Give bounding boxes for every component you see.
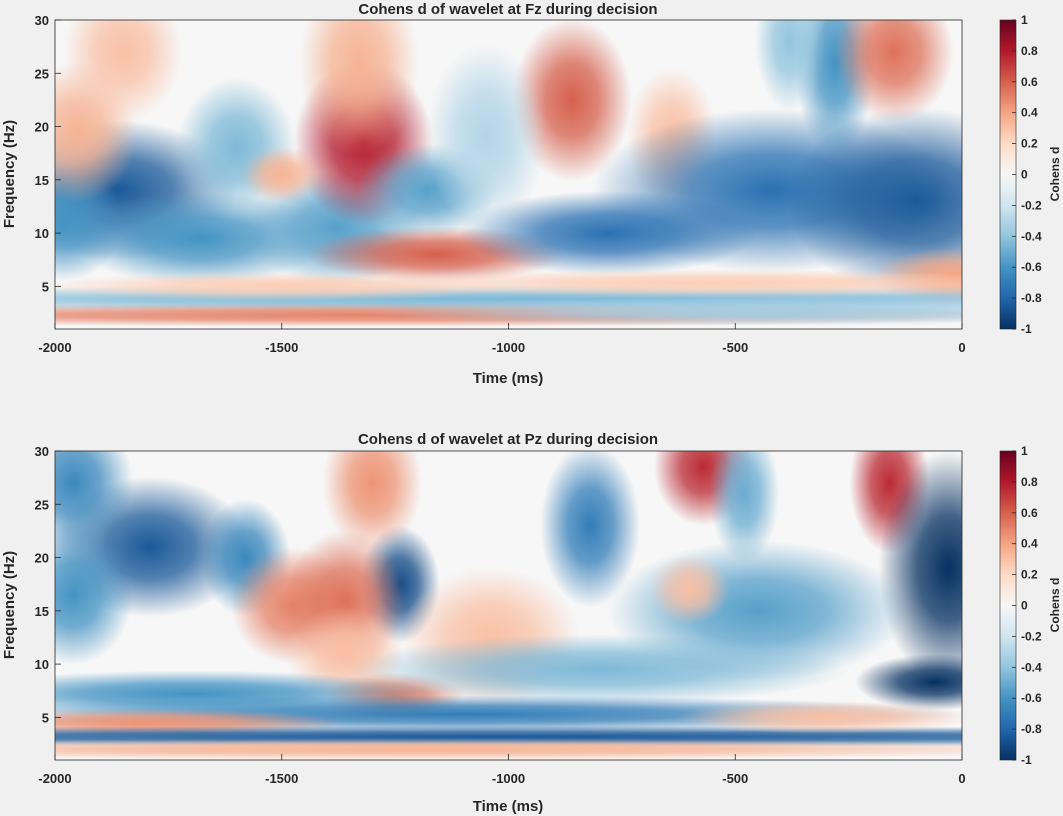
colorbar-tick-label: 0.2: [1021, 137, 1038, 151]
y-tick-label: 25: [35, 497, 49, 512]
heatmap-blob: [754, 20, 825, 112]
colorbar-tick-label: -0.8: [1021, 291, 1042, 305]
heatmap-blob: [55, 738, 962, 760]
y-tick-label: 10: [35, 226, 49, 241]
y-axis: 5 10 15 20 25 30: [35, 444, 61, 725]
x-tick-label: -1000: [492, 340, 525, 355]
heatmap-blob: [241, 146, 322, 203]
heatmap-blob: [55, 272, 532, 301]
colorbar-tick-label: -0.6: [1021, 260, 1042, 274]
colorbar-tick-label: 0: [1021, 599, 1028, 613]
colorbar-tick-label: -0.8: [1021, 722, 1042, 736]
heatmap-panel-fz: Cohens d of wavelet at Fz during decisio…: [1, 1, 1062, 387]
y-tick-label: 30: [35, 444, 49, 459]
x-axis: -2000 -1500 -1000 -500 0: [38, 323, 966, 355]
colorbar-ticks: -1 -0.8 -0.6 -0.4 -0.2 0 0.2 0.4 0.6 0.8 1: [1012, 444, 1042, 767]
x-tick-label: -1500: [265, 771, 298, 786]
colorbar-tick-label: -0.2: [1021, 629, 1042, 643]
x-axis: -2000 -1500 -1000 -500 0: [38, 754, 966, 786]
y-tick-label: 20: [35, 120, 49, 135]
heatmap-blob: [709, 451, 780, 564]
colorbar-tick-label: 0.8: [1021, 44, 1038, 58]
y-axis-label: Frequency (Hz): [1, 120, 18, 228]
y-tick-label: 25: [35, 66, 49, 81]
colorbar-tick-label: -1: [1021, 753, 1032, 767]
y-tick-label: 15: [35, 173, 49, 188]
colorbar-tick-label: 0.4: [1021, 537, 1038, 551]
y-tick-label: 20: [35, 551, 49, 566]
x-tick-label: -1000: [492, 771, 525, 786]
heatmap-blob: [55, 670, 441, 718]
heatmap-blob: [878, 451, 962, 686]
colorbar-tick-label: 0.2: [1021, 568, 1038, 582]
heatmap-blob: [676, 700, 962, 734]
chart-title: Cohens d of wavelet at Fz during decisio…: [358, 1, 657, 18]
y-tick-label: 5: [42, 279, 49, 294]
heatmap-plot-area: [55, 451, 962, 760]
x-tick-label: -500: [722, 771, 748, 786]
colorbar-tick-label: -0.4: [1021, 229, 1042, 243]
colorbar-tick-label: 1: [1021, 444, 1028, 458]
y-tick-label: 15: [35, 604, 49, 619]
x-tick-label: 0: [958, 340, 965, 355]
heatmap-blob: [63, 20, 183, 123]
x-axis-label: Time (ms): [473, 370, 544, 387]
y-tick-label: 30: [35, 13, 49, 28]
heatmap-plot-area: [55, 20, 962, 329]
colorbar-tick-label: -1: [1021, 322, 1032, 336]
colorbar-tick-label: 0: [1021, 168, 1028, 182]
x-tick-label: 0: [958, 771, 965, 786]
chart-title: Cohens d of wavelet at Pz during decisio…: [358, 431, 658, 448]
heatmap-blob: [55, 524, 133, 666]
heatmap-blob: [854, 654, 962, 711]
heatmap-panel-pz: Cohens d of wavelet at Pz during decisio…: [1, 431, 1062, 815]
heatmap-blob: [55, 451, 133, 554]
heatmap-blob: [299, 20, 419, 157]
y-tick-label: 5: [42, 710, 49, 725]
y-axis: 5 10 15 20 25 30: [35, 13, 61, 294]
colorbar-tick-label: 0.4: [1021, 106, 1038, 120]
heatmap-blob: [358, 297, 962, 327]
colorbar-tick-label: 1: [1021, 13, 1028, 27]
x-tick-label: -500: [722, 340, 748, 355]
heatmap-blob: [349, 634, 849, 705]
colorbar-label: Cohens d: [1048, 578, 1062, 633]
heatmap-blob: [322, 451, 423, 554]
y-tick-label: 10: [35, 657, 49, 672]
colorbar-tick-label: 0.8: [1021, 475, 1038, 489]
colorbar-tick-label: -0.6: [1021, 691, 1042, 705]
heatmap-blob: [649, 554, 730, 625]
colorbar-ticks: -1 -0.8 -0.6 -0.4 -0.2 0 0.2 0.4 0.6 0.8 1: [1012, 13, 1042, 336]
colorbar-tick-label: -0.4: [1021, 660, 1042, 674]
colorbar-tick-label: 0.6: [1021, 75, 1038, 89]
y-axis-label: Frequency (Hz): [1, 551, 18, 659]
heatmap-blob: [834, 20, 954, 123]
colorbar-label: Cohens d: [1048, 147, 1062, 202]
heatmap-blob: [425, 43, 546, 231]
x-tick-label: -1500: [265, 340, 298, 355]
x-tick-label: -2000: [38, 340, 71, 355]
x-axis-label: Time (ms): [473, 798, 544, 815]
heatmap-blob: [540, 451, 640, 608]
colorbar-tick-label: -0.2: [1021, 198, 1042, 212]
x-tick-label: -2000: [38, 771, 71, 786]
colorbar-tick-label: 0.6: [1021, 506, 1038, 520]
